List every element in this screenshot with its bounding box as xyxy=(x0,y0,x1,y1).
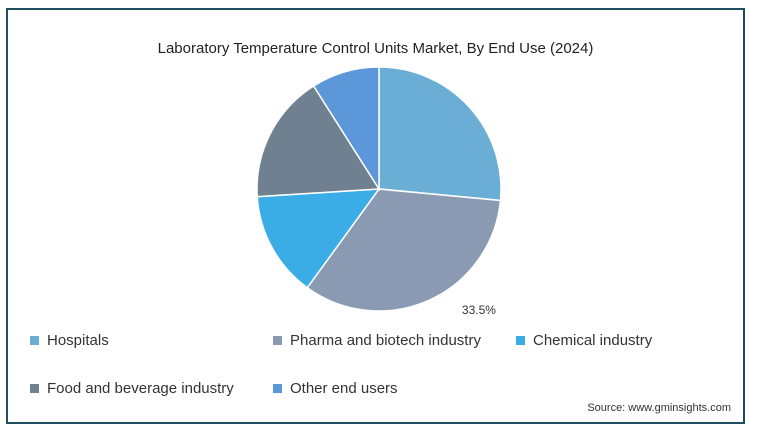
chart-frame: Laboratory Temperature Control Units Mar… xyxy=(6,8,745,424)
pie-slice-pharma xyxy=(306,188,502,312)
pie-chart: 33.5% xyxy=(256,66,502,317)
legend-item-other: Other end users xyxy=(273,380,398,397)
pie-slice-hospitals xyxy=(378,66,502,202)
data-label-pharma: 33.5% xyxy=(462,303,496,317)
pie-slice-chemical xyxy=(256,188,381,289)
legend-swatch-food xyxy=(30,384,39,393)
legend-swatch-hospitals xyxy=(30,336,39,345)
legend-label-chemical: Chemical industry xyxy=(533,332,653,349)
legend-item-food: Food and beverage industry xyxy=(30,380,234,397)
legend-item-chemical: Chemical industry xyxy=(516,332,652,349)
legend-label-pharma: Pharma and biotech industry xyxy=(290,332,481,349)
legend-swatch-chemical xyxy=(516,336,525,345)
legend-item-pharma: Pharma and biotech industry xyxy=(273,332,481,349)
legend-label-other: Other end users xyxy=(290,380,398,397)
legend-label-food: Food and beverage industry xyxy=(47,380,234,397)
legend-swatch-other xyxy=(273,384,282,393)
legend-label-hospitals: Hospitals xyxy=(47,332,109,349)
pie-slice-other xyxy=(312,66,380,192)
legend-item-hospitals: Hospitals xyxy=(30,332,109,349)
pie-slice-food xyxy=(256,84,381,198)
source-note: Source: www.gminsights.com xyxy=(587,402,731,414)
chart-title: Laboratory Temperature Control Units Mar… xyxy=(157,40,594,57)
legend-swatch-pharma xyxy=(273,336,282,345)
